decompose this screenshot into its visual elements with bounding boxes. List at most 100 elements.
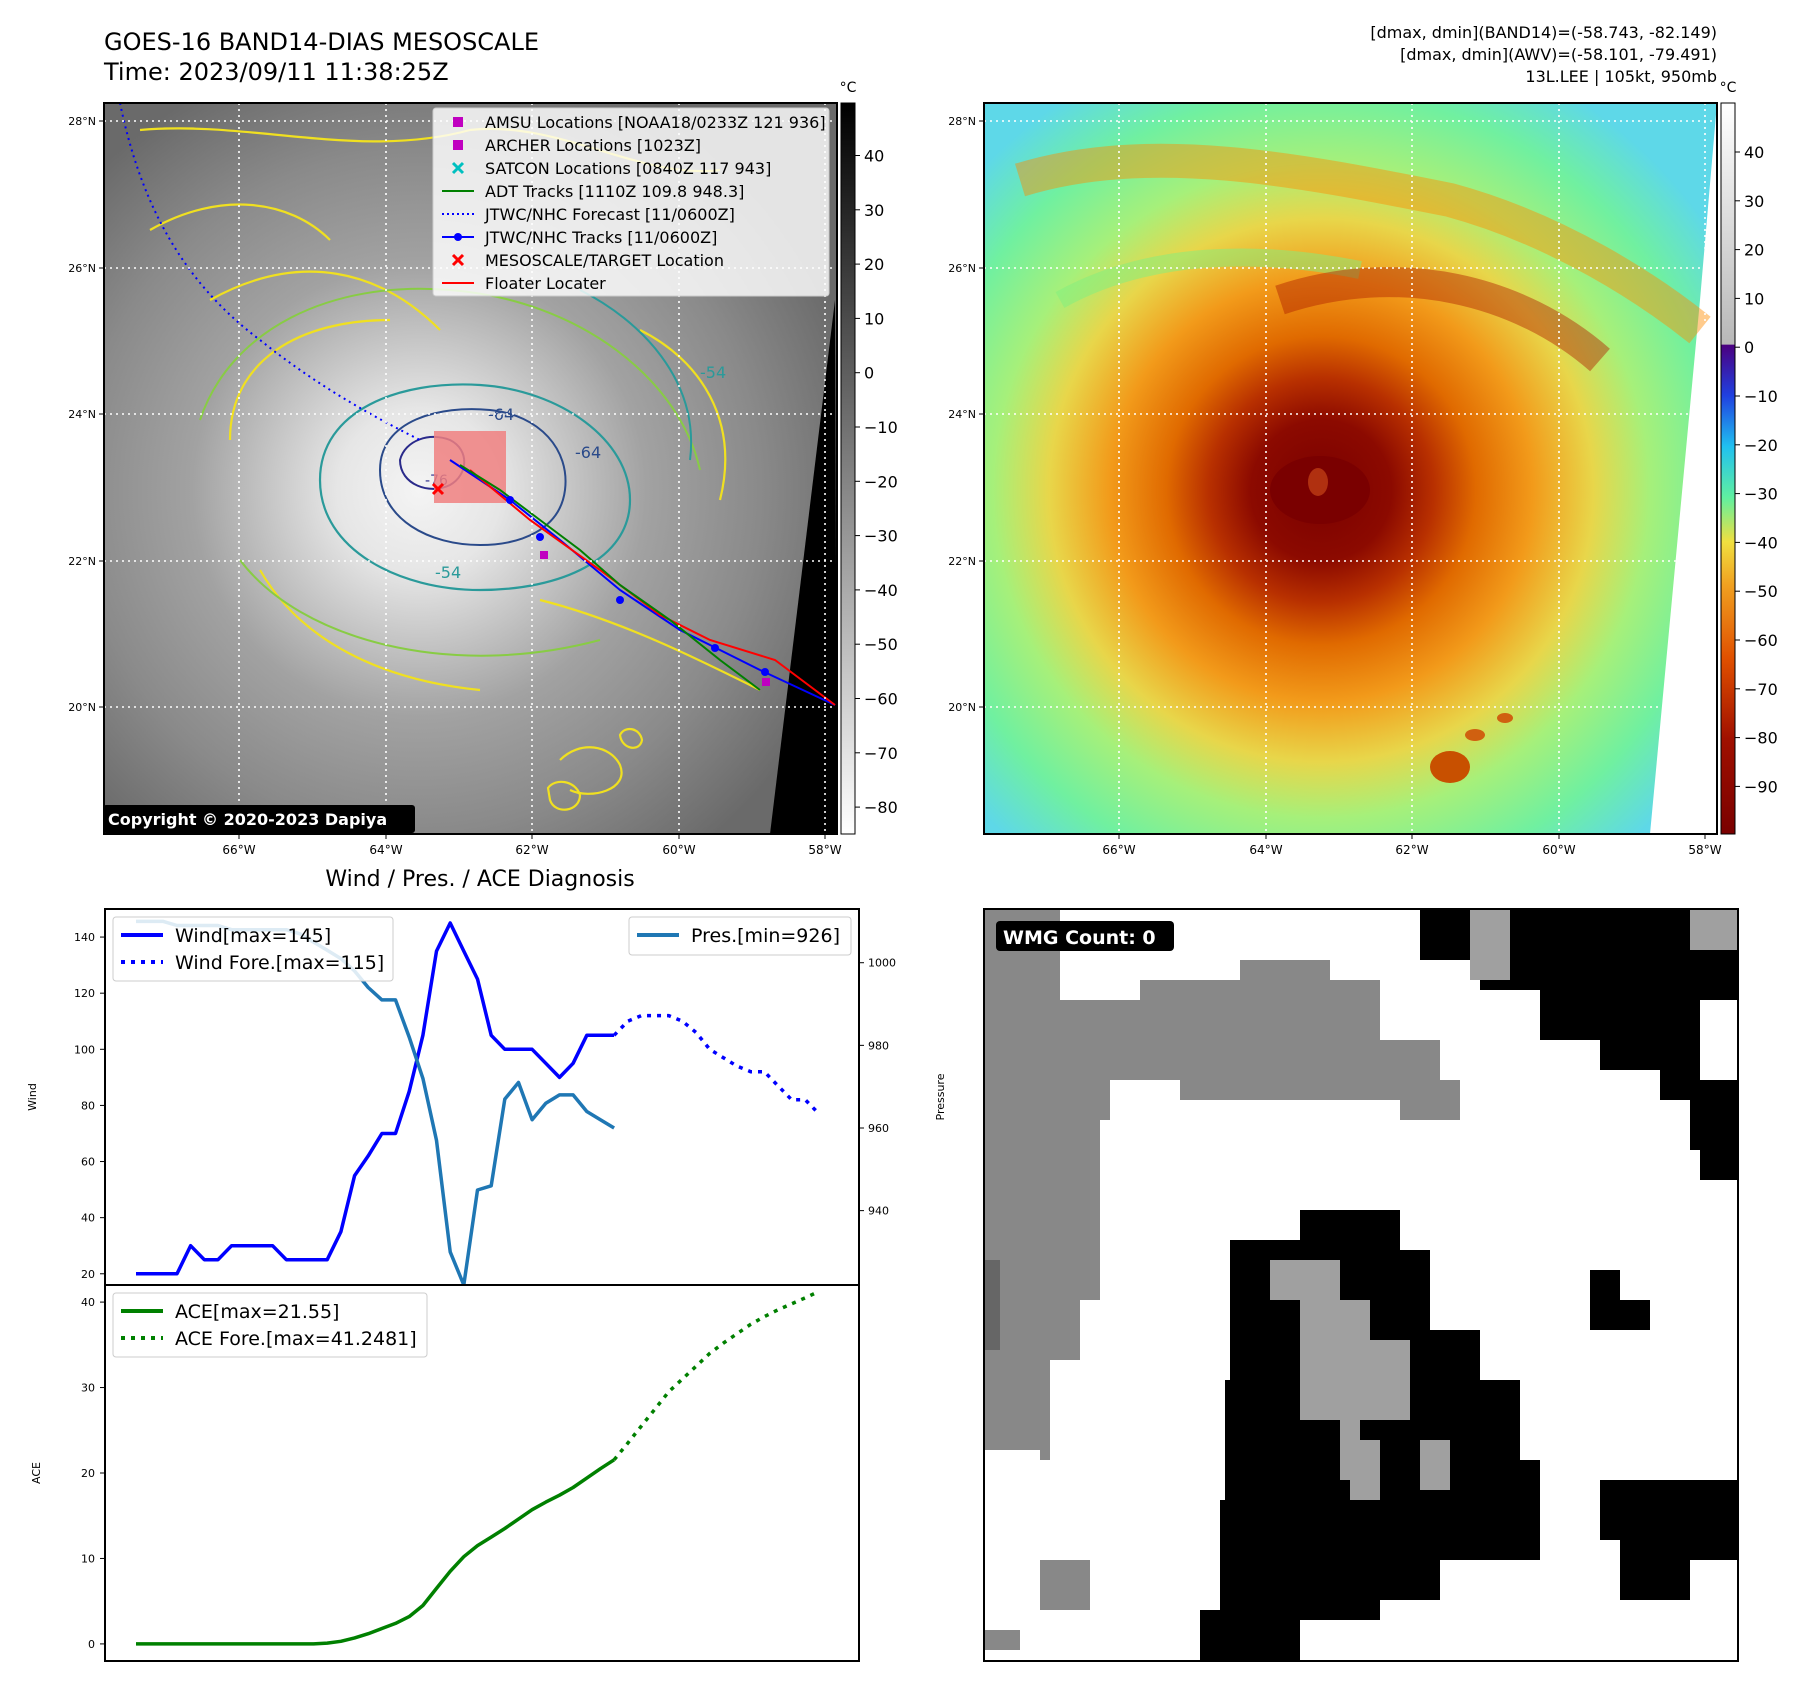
colorbar-tick-label: −90 xyxy=(1744,777,1778,796)
legend-entry: ARCHER Locations [1023Z] xyxy=(485,136,701,155)
series-line xyxy=(136,921,615,1276)
contour-label: -64 xyxy=(575,443,601,462)
colorbar-tick-label: 0 xyxy=(1744,338,1754,357)
map-right-ticks: 28°N 26°N 24°N 22°N 20°N 66°W 64°W 62°W 60°W 58°W xyxy=(948,115,1721,857)
color-colorbar: °C 40 30 20 10 0 −10 −20 −30 −40 −50 −60 −70 −80 −90 xyxy=(1720,80,1778,835)
contour-label: -54 xyxy=(700,363,726,382)
colorbar-tick-label: −60 xyxy=(864,690,898,709)
colorbar-tick-label: 30 xyxy=(864,201,884,220)
wmg-panel: WMG Count: 0 xyxy=(983,908,1739,1662)
colorbar-tick-label: −50 xyxy=(864,635,898,654)
track-points xyxy=(506,496,769,676)
y-tick-label: 20 xyxy=(81,1467,95,1480)
legend-marker xyxy=(453,117,463,127)
legend-entry: AMSU Locations [NOAA18/0233Z 121 936] xyxy=(485,113,826,132)
series-line xyxy=(612,1013,821,1116)
colorbar-tick-label: 40 xyxy=(864,147,884,166)
storm-info: 13L.LEE | 105kt, 950mb xyxy=(1525,67,1717,86)
legend-entry: Floater Locater xyxy=(485,274,606,293)
lat-tick-label: 24°N xyxy=(948,408,976,421)
floater-track xyxy=(469,469,836,706)
figure-time: Time: 2023/09/11 11:38:25Z xyxy=(103,58,449,86)
colorbar-tick-label: −80 xyxy=(864,798,898,817)
target-markers xyxy=(431,482,445,496)
map-left-ticks: 28°N 26°N 24°N 22°N 20°N 66°W 64°W 62°W 60°W 58°W xyxy=(68,115,841,857)
colorbar-tick-label: 40 xyxy=(1744,143,1764,162)
colorbar-tick-label: −40 xyxy=(864,581,898,600)
y-tick-label: 40 xyxy=(81,1212,95,1225)
amsu-points xyxy=(540,551,770,686)
y2-tick-label: 980 xyxy=(868,1039,889,1052)
y2-tick-label: 1000 xyxy=(868,957,896,970)
wmg-count-label: WMG Count: 0 xyxy=(1003,927,1156,949)
lat-tick-label: 20°N xyxy=(948,701,976,714)
observed-track xyxy=(449,459,836,706)
colorbar-tick-label: −70 xyxy=(1744,680,1778,699)
colorbar-tick-label: 20 xyxy=(864,255,884,274)
lon-tick-label: 62°W xyxy=(515,843,548,857)
y-tick-label: 30 xyxy=(81,1382,95,1395)
wind-legend: Wind[max=145] Wind Fore.[max=115] xyxy=(112,916,394,982)
colorbar-tick-label: −60 xyxy=(1744,631,1778,650)
colorbar-tick-label: −30 xyxy=(864,527,898,546)
colorbar-tick-label: 10 xyxy=(864,309,884,328)
lat-tick-label: 26°N xyxy=(68,262,96,275)
ace-ylabel: ACE xyxy=(30,1462,43,1484)
colorbar-tick-label: −10 xyxy=(1744,387,1778,406)
dmax-awv: [dmax, dmin](AWV)=(-58.101, -79.491) xyxy=(1400,45,1717,64)
legend-marker-dot xyxy=(454,233,462,241)
y2-tick-label: 940 xyxy=(868,1205,889,1218)
adt-track xyxy=(459,464,761,691)
ace-chart: 0 10 20 30 40 ACE ACE[max=21.55] ACE Fore.[m… xyxy=(30,1284,860,1662)
lon-tick-label: 64°W xyxy=(1249,843,1282,857)
diagnosis-title: Wind / Pres. / ACE Diagnosis xyxy=(325,867,634,892)
lat-tick-label: 22°N xyxy=(68,555,96,568)
lat-tick-label: 22°N xyxy=(948,555,976,568)
figure-title: GOES-16 BAND14-DIAS MESOSCALE xyxy=(104,28,539,56)
legend-entry: SATCON Locations [0840Z 117 943] xyxy=(485,159,771,178)
colorbar-tick-label: −20 xyxy=(864,472,898,491)
lat-tick-label: 28°N xyxy=(948,115,976,128)
colorbar-tick-label: −70 xyxy=(864,744,898,763)
legend-entry: JTWC/NHC Forecast [11/0600Z] xyxy=(484,205,735,224)
colorbar-tick-label: 20 xyxy=(1744,241,1764,260)
lat-tick-label: 20°N xyxy=(68,701,96,714)
y-tick-label: 60 xyxy=(81,1156,95,1169)
lon-tick-label: 66°W xyxy=(222,843,255,857)
colorbar-tick-label: 10 xyxy=(1744,289,1764,308)
colorbar-tick-label: −10 xyxy=(864,418,898,437)
lon-tick-label: 60°W xyxy=(662,843,695,857)
wind-pressure-chart: 20 40 60 80 100 120 140 940 960 980 1000 Wind Pres… xyxy=(26,908,947,1287)
colorbar-tick-label: −20 xyxy=(1744,436,1778,455)
lon-tick-label: 58°W xyxy=(1688,843,1721,857)
y-tick-label: 80 xyxy=(81,1099,95,1112)
lon-tick-label: 62°W xyxy=(1395,843,1428,857)
gray-colorbar: °C 40 30 20 10 0 −10 −20 −30 −40 −50 −60 −70 −80 xyxy=(840,80,898,835)
colorbar-tick-label: 30 xyxy=(1744,192,1764,211)
ir-color-map: 28°N 26°N 24°N 22°N 20°N 66°W 64°W 62°W 60°W 58°W xyxy=(948,102,1722,857)
legend-entry: ADT Tracks [1110Z 109.8 948.3] xyxy=(485,182,744,201)
series-line xyxy=(612,1289,820,1461)
y-tick-label: 120 xyxy=(74,987,95,1000)
pressure-legend-entry: Pres.[min=926] xyxy=(691,925,840,947)
legend-marker xyxy=(453,140,463,150)
contour-label: -54 xyxy=(435,563,461,582)
copyright-box xyxy=(103,805,415,833)
series-line xyxy=(136,1458,616,1646)
colorbar-tick-label: −30 xyxy=(1744,485,1778,504)
lat-tick-label: 28°N xyxy=(68,115,96,128)
colorbar-tick-label: −50 xyxy=(1744,582,1778,601)
copyright-text: Copyright © 2020-2023 Dapiya xyxy=(108,810,387,829)
legend-marker xyxy=(451,253,465,267)
ir-grayscale-map: -54 -64 -76 -64 -54 xyxy=(68,102,842,857)
y-tick-label: 20 xyxy=(81,1268,95,1281)
gray-colorbar-unit: °C xyxy=(840,80,857,96)
ace-fore-legend-entry: ACE Fore.[max=41.2481] xyxy=(175,1328,417,1350)
ace-legend-entry: ACE[max=21.55] xyxy=(175,1301,339,1323)
pressure-ylabel: Pressure xyxy=(934,1073,947,1120)
y-tick-label: 100 xyxy=(74,1043,95,1056)
colorbar-tick-label: 0 xyxy=(864,364,874,383)
legend-entry: JTWC/NHC Tracks [11/0600Z] xyxy=(484,228,717,247)
y-tick-label: 140 xyxy=(74,931,95,944)
y-tick-label: 0 xyxy=(88,1638,95,1651)
